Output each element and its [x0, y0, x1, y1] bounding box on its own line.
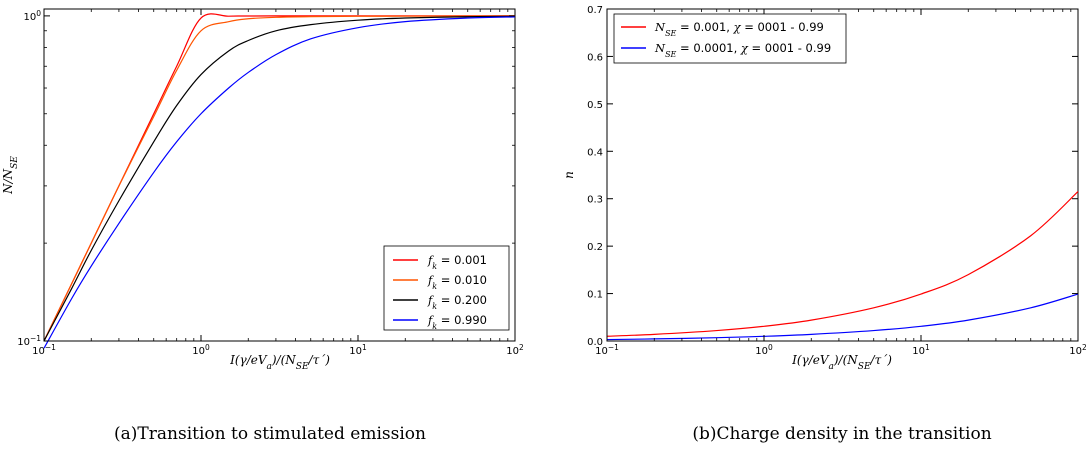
chart-b-ytick-label: 0.5 [587, 100, 603, 111]
chart-b-legend-label: NSE = 0.001, χ = 0001 - 0.99 [654, 20, 824, 38]
chart-b-series-line-0 [606, 191, 1079, 337]
chart-a-xlabel: I(γ/eVa)/(NSE/τ´) [229, 353, 330, 372]
chart-a-legend-label: fk = 0.200 [427, 293, 487, 311]
chart-b-xtick-label: 100 [755, 343, 773, 358]
chart-a-frame [43, 8, 516, 342]
chart-b-legend-label: NSE = 0.0001, χ = 0001 - 0.99 [654, 41, 831, 59]
chart-b-ytick-label: 0.7 [587, 5, 603, 16]
chart-b-ytick-label: 0.2 [587, 242, 603, 253]
chart-b-ytick-label: 0.1 [587, 290, 603, 301]
chart-a: 10−1 100 101 102 10−1 100 N/NSE I(γ/eVa)/(NSE… [1, 8, 524, 444]
chart-a-legend: fk = 0.001 fk = 0.010 fk = 0.200 fk = 0.990 [383, 245, 510, 331]
chart-a-ylabel: N/NSE [1, 156, 20, 195]
chart-a-legend-label: fk = 0.010 [427, 273, 487, 291]
chart-a-xtick-label: 10−1 [32, 343, 56, 358]
chart-b-xtick-label: 10−1 [595, 343, 619, 358]
chart-a-ytick-label: 10−1 [17, 334, 41, 349]
chart-a-series-line-2 [43, 15, 516, 342]
chart-b-ylabel: n [562, 171, 576, 179]
chart-b-xtick-label: 101 [912, 343, 930, 358]
chart-a-legend-label: fk = 0.001 [427, 253, 487, 271]
chart-b-ytick-label: 0.3 [587, 195, 603, 206]
chart-b-frame [606, 8, 1079, 342]
chart-b-caption: (b)Charge density in the transition [692, 424, 991, 444]
chart-a-series-line-1 [43, 15, 516, 342]
chart-a-xtick-label: 101 [349, 343, 367, 358]
chart-b-series-line-1 [606, 293, 1079, 341]
chart-b-ytick-label: 0.6 [587, 52, 603, 63]
chart-b-ytick-label: 0.4 [587, 147, 603, 158]
chart-b-ytick-label: 0.0 [587, 337, 603, 348]
chart-a-caption: (a)Transition to stimulated emission [114, 424, 426, 444]
chart-b-xtick-label: 102 [1069, 343, 1087, 358]
chart-a-xtick-label: 102 [506, 343, 524, 358]
chart-b-xlabel: I(γ/eVa)/(NSE/τ´) [791, 353, 892, 372]
chart-b-legend: NSE = 0.001, χ = 0001 - 0.99 NSE = 0.0001… [613, 13, 847, 64]
chart-a-series-line-3 [43, 16, 516, 349]
chart-a-xtick-label: 100 [192, 343, 210, 358]
chart-a-legend-label: fk = 0.990 [427, 313, 487, 331]
chart-a-ytick-label: 100 [23, 8, 41, 23]
